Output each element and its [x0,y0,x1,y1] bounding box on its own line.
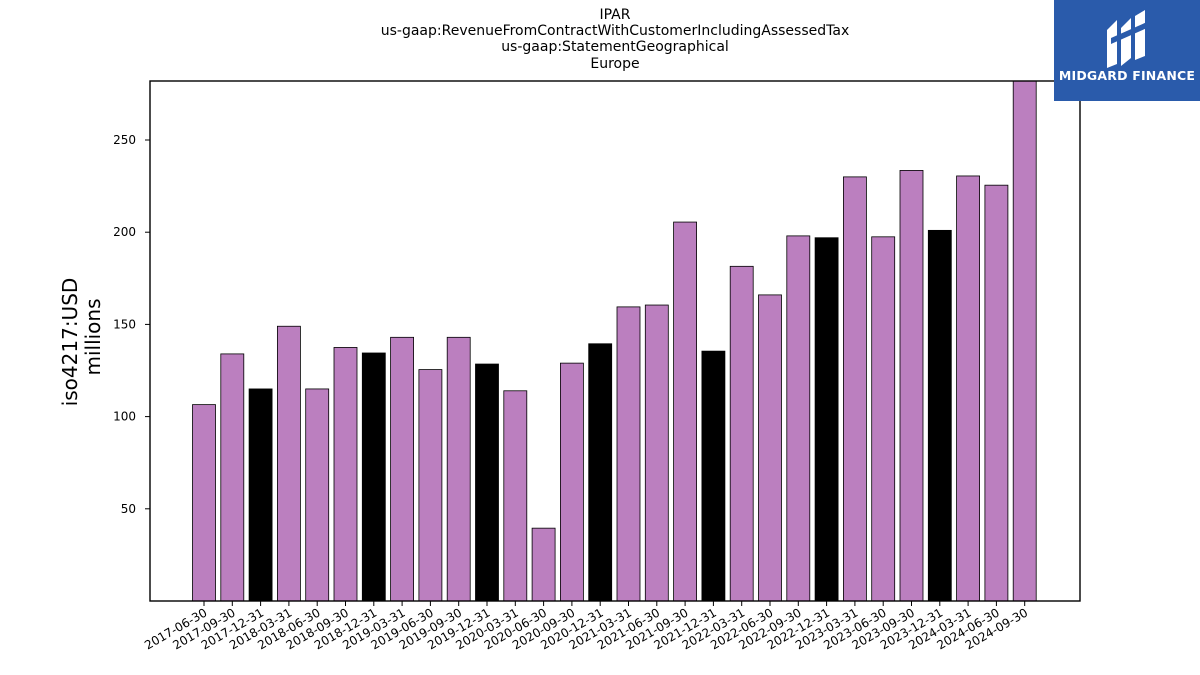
bar [644,304,669,602]
bar [588,343,613,602]
bar [927,229,952,602]
bar [192,404,216,602]
bar [333,347,358,602]
logo-text: MIDGARD FINANCE [1058,68,1196,83]
bar [1012,80,1037,602]
bar [843,176,867,602]
bar [899,170,924,602]
bar [475,363,499,602]
chart-title-line-3: us-gaap:StatementGeographical [501,39,729,55]
bar [701,350,726,602]
bar [956,175,980,602]
brand-logo: MIDGARD FINANCE [1054,0,1200,101]
bar [503,390,528,602]
y-tick-label: 250 [113,133,136,147]
y-tick-label: 50 [121,502,136,516]
bar [560,362,584,602]
bar [673,221,697,602]
bar [758,294,782,602]
bar [871,236,896,602]
bar [814,237,839,602]
plot-frame [149,80,1081,602]
bar [729,265,754,602]
bar [984,184,1009,602]
bar [616,306,641,602]
bar [305,388,330,602]
bar [390,336,415,602]
bar [531,527,556,602]
bar [220,353,245,602]
bar [418,369,443,602]
chart-title-line-4: Europe [590,56,640,72]
logo-mark-icon [1107,10,1147,68]
bar [786,235,811,602]
chart-title-line-1: IPAR [599,7,631,23]
y-tick-label: 150 [113,317,136,331]
chart-title-line-2: us-gaap:RevenueFromContractWithCustomerI… [380,23,850,39]
bar [361,352,386,602]
bar [446,336,471,602]
bar [248,388,273,602]
y-tick-label: 200 [113,225,136,239]
bar [276,325,301,602]
y-tick-label: 100 [113,410,136,424]
